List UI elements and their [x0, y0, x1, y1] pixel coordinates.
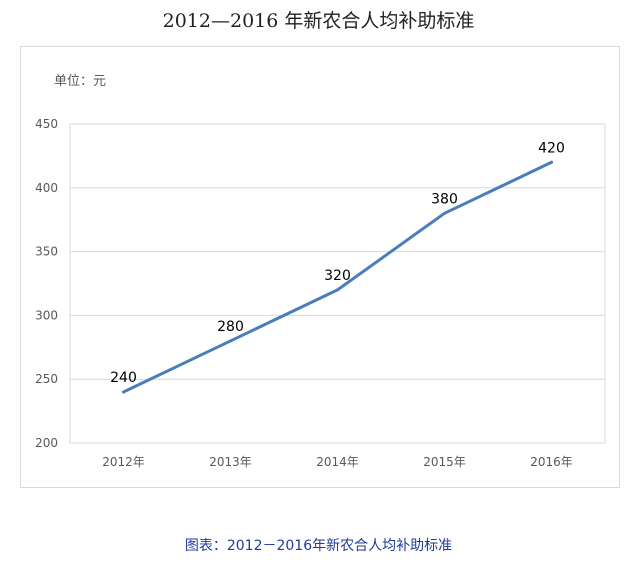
- data-point: [550, 160, 553, 164]
- data-label: 420: [538, 140, 565, 156]
- page-title: 2012—2016 年新农合人均补助标准: [162, 10, 475, 32]
- y-tick-label: 450: [35, 117, 58, 131]
- x-tick-label: 2013年: [209, 455, 252, 469]
- chart-area: [20, 46, 620, 488]
- unit-label: 单位：元: [54, 74, 107, 89]
- data-label: 240: [110, 370, 137, 386]
- data-point: [336, 288, 339, 292]
- x-tick-label: 2014年: [316, 455, 359, 469]
- x-tick-label: 2016年: [530, 455, 573, 469]
- x-tick-label: 2015年: [423, 455, 466, 469]
- data-label: 380: [431, 191, 458, 207]
- x-tick-label: 2012年: [102, 455, 145, 469]
- data-point: [122, 390, 125, 394]
- data-point: [229, 339, 232, 343]
- data-point: [443, 211, 446, 215]
- y-tick-label: 250: [35, 372, 58, 386]
- figure-caption: 图表：2012－2016年新农合人均补助标准: [184, 538, 453, 554]
- data-label: 280: [217, 319, 244, 335]
- y-tick-label: 300: [35, 308, 58, 322]
- y-tick-label: 350: [35, 245, 58, 259]
- data-label: 320: [324, 268, 351, 284]
- y-tick-label: 400: [35, 181, 58, 195]
- y-tick-label: 200: [35, 436, 58, 450]
